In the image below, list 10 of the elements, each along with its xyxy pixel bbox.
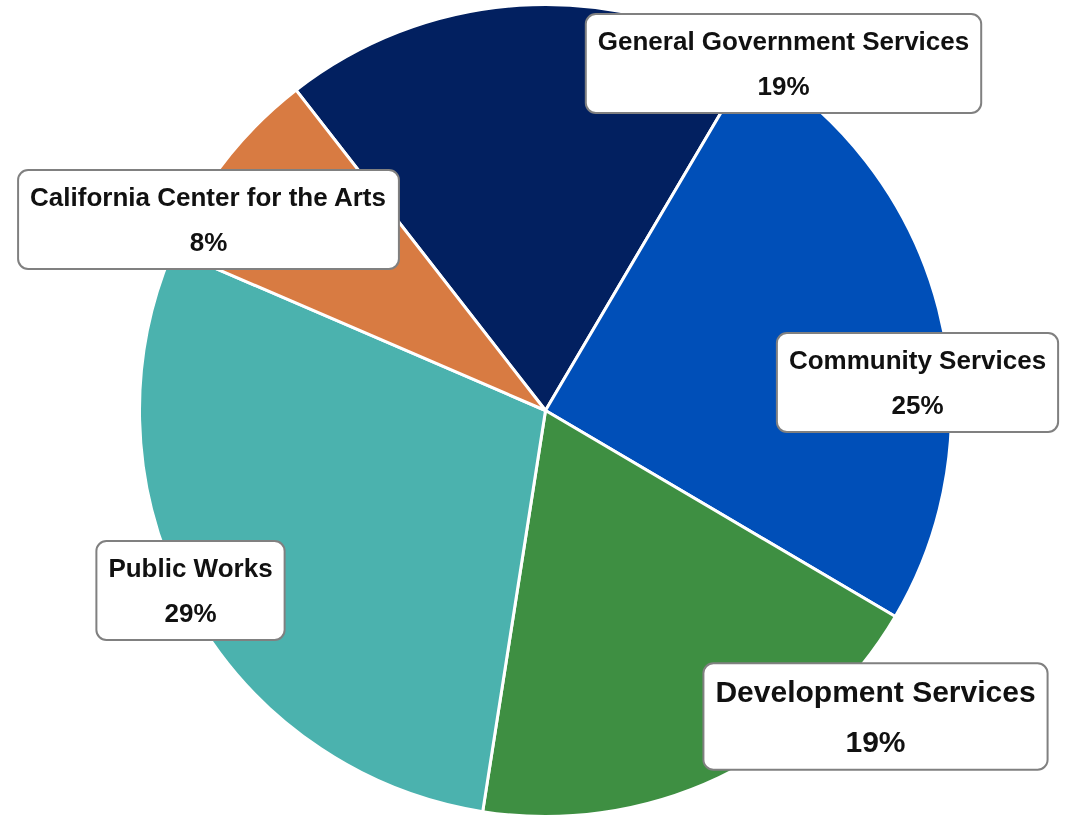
data-label: 19% (757, 71, 810, 101)
slice-label: General Government Services (597, 26, 970, 56)
data-label: 8% (189, 227, 228, 257)
data-label: 29% (164, 598, 217, 628)
slice-label: Public Works (108, 553, 273, 583)
slice-label: Community Services (788, 345, 1047, 375)
slice-label: Development Services (715, 675, 1036, 709)
data-label: 25% (891, 390, 944, 420)
slice-label: California Center for the Arts (30, 182, 386, 212)
data-label: 19% (845, 724, 906, 758)
